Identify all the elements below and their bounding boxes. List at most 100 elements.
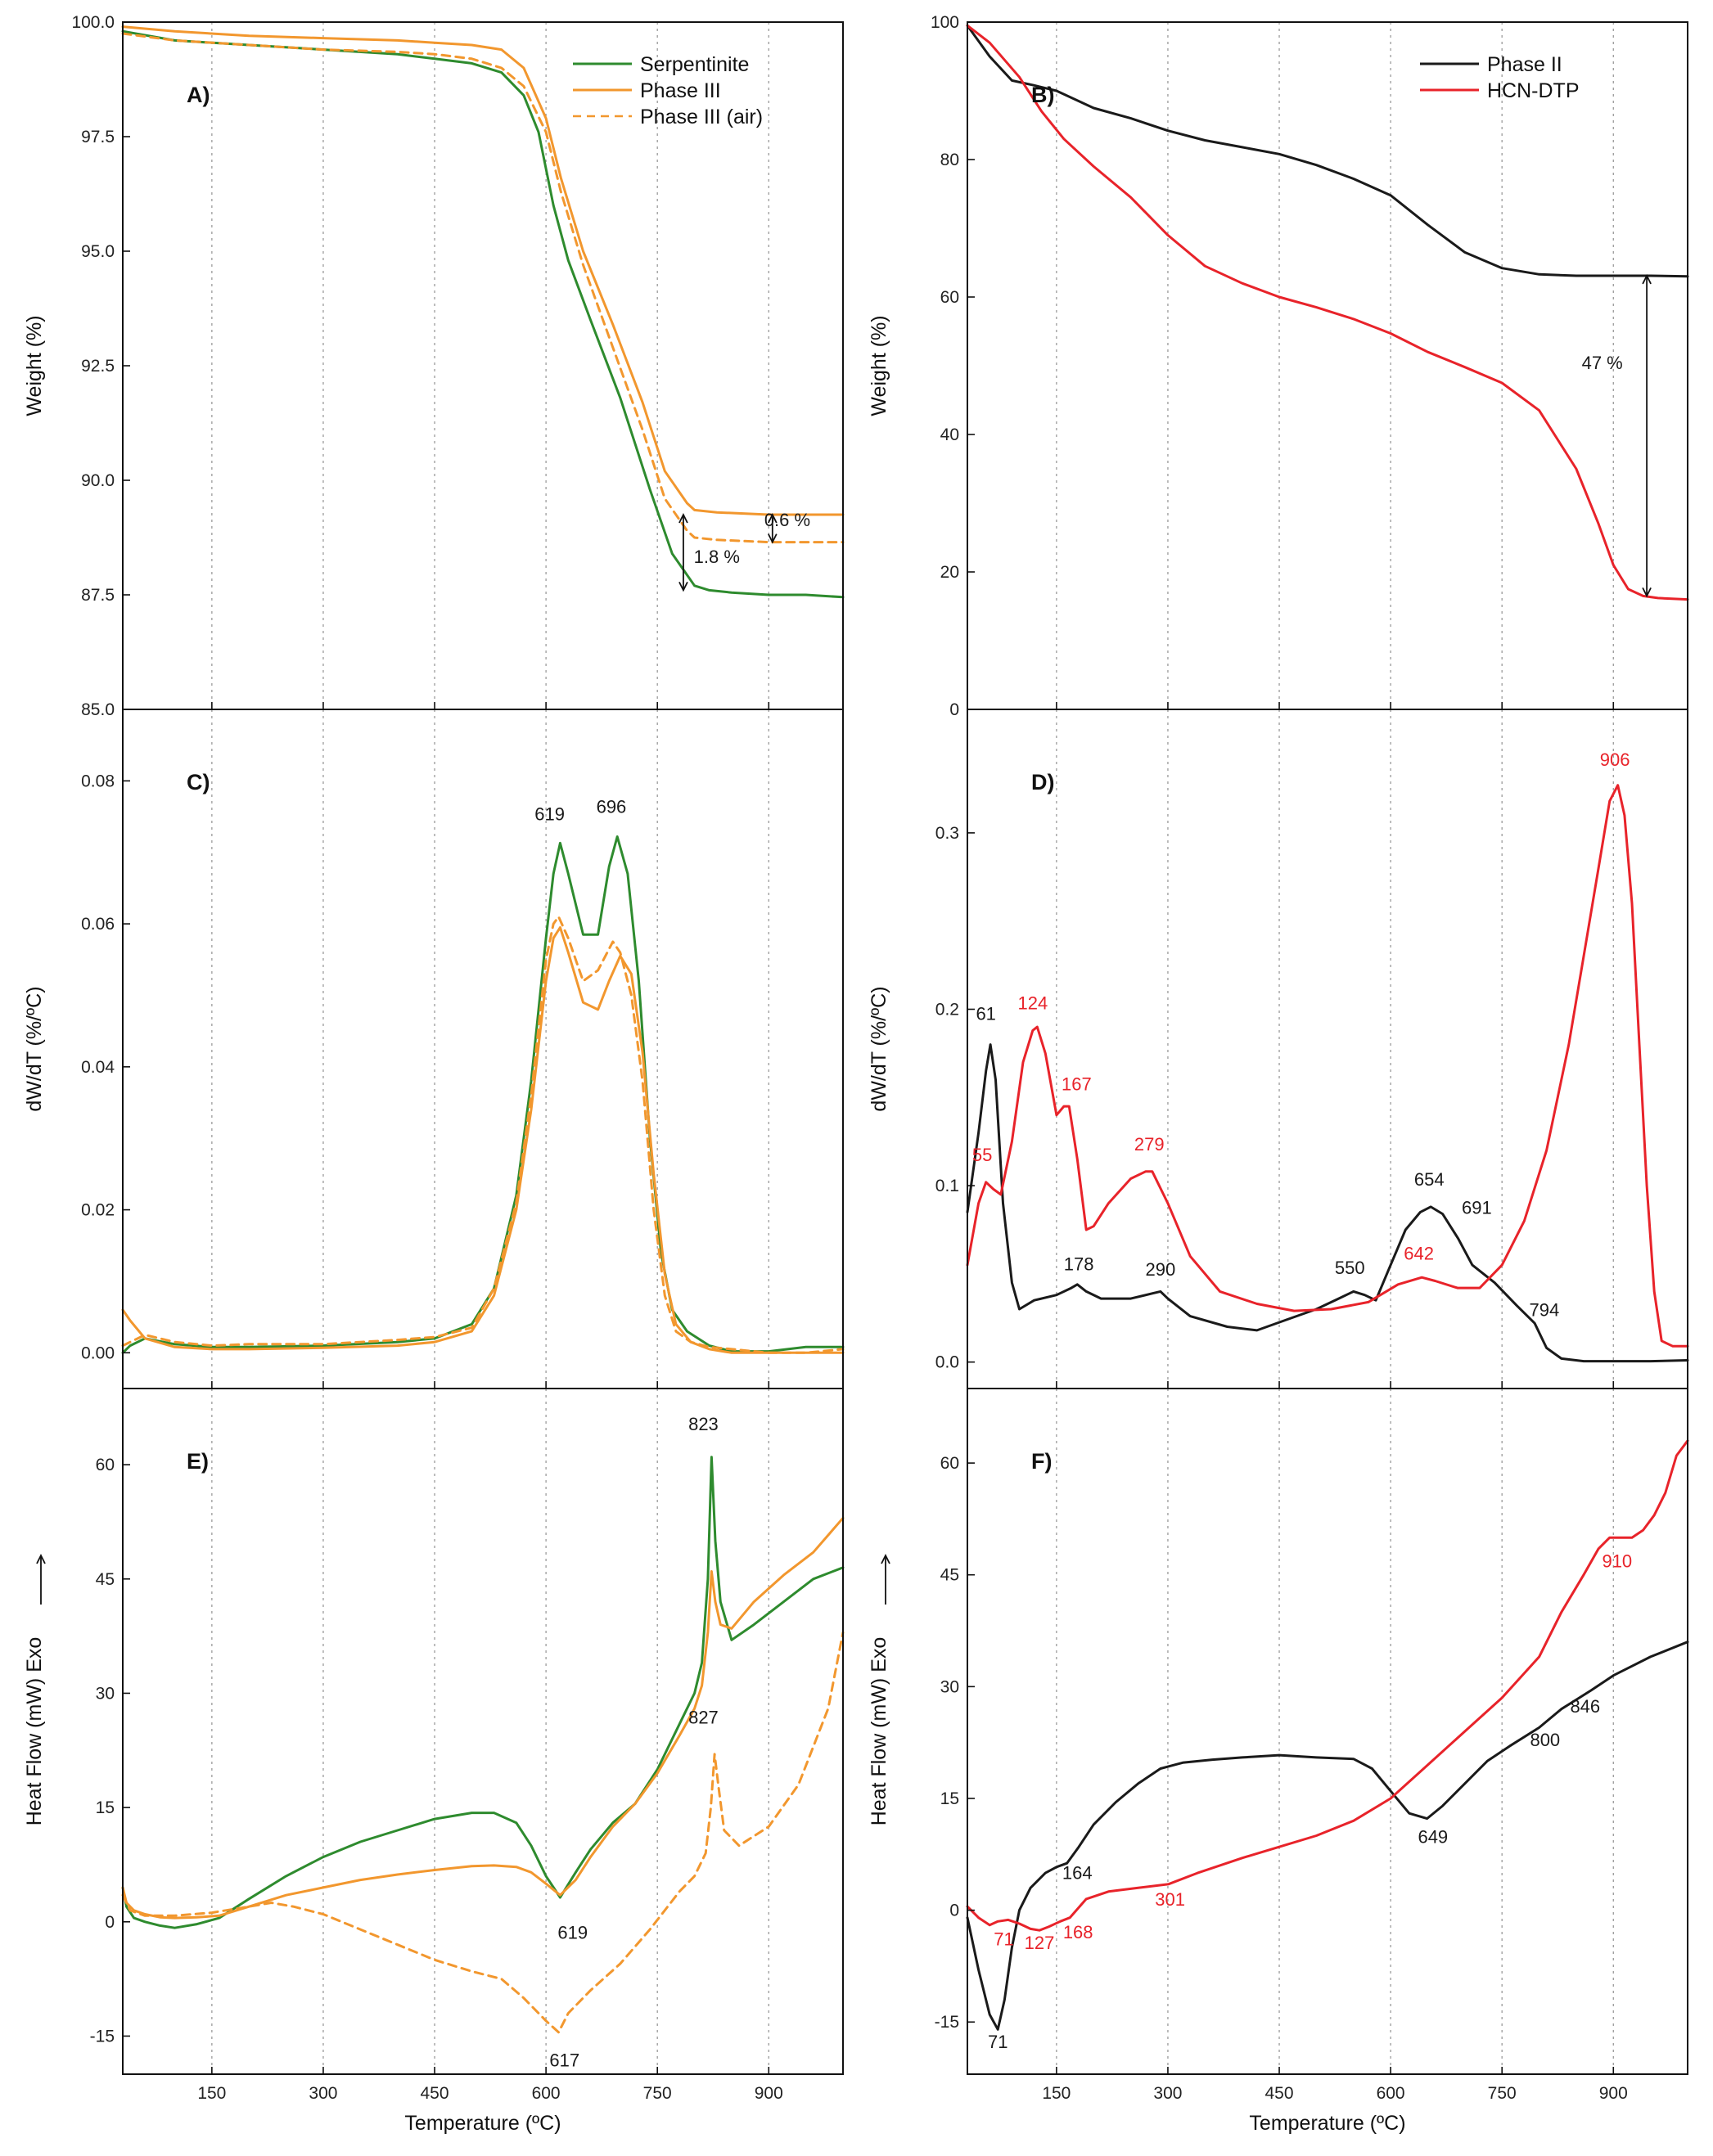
panel-e-x-tick-label: 450 <box>421 2084 449 2103</box>
panel-e-series-serpentinite <box>121 1456 845 1929</box>
panel-a-series-phase-iii <box>121 25 845 516</box>
panel-b-legend-label: HCN-DTP <box>1487 79 1580 102</box>
panel-f-series-phase-ii <box>966 1641 1689 2031</box>
panel-b-y-tick-label: 100 <box>931 13 959 32</box>
panel-a-peak-label: 0.6 % <box>764 510 810 530</box>
panel-f-y-tick-label: 60 <box>940 1454 959 1473</box>
panel-a-y-tick-label: 87.5 <box>81 586 115 605</box>
panel-f-peak-label: 127 <box>1025 1933 1055 1953</box>
panel-e-y-tick-label: -15 <box>90 2027 115 2046</box>
panel-b-y-tick-label: 40 <box>940 425 959 444</box>
panel-c-y-tick-label: 0.04 <box>81 1058 115 1077</box>
panel-b-label: B) <box>1031 83 1055 107</box>
panel-e-y-tick-label: 45 <box>96 1570 115 1589</box>
panel-f-peak-label: 168 <box>1063 1922 1093 1942</box>
panel-b-y-tick-label: 0 <box>949 700 959 719</box>
panel-d-series-phase-ii <box>966 1043 1689 1363</box>
panel-c-series-serpentinite <box>121 835 845 1354</box>
panel-f-peak-label: 846 <box>1570 1696 1600 1717</box>
panel-e-y-axis-title: Heat Flow (mW) Exo <box>23 1637 46 1826</box>
panel-b-series-hcn-dtp <box>966 24 1689 601</box>
panel-f-label: F) <box>1031 1449 1052 1474</box>
panel-f-peak-label: 649 <box>1418 1827 1448 1848</box>
panel-f-frame <box>967 1388 1688 2075</box>
panel-a-arrowhead-bottom <box>768 533 778 544</box>
panel-a-legend-label: Phase III <box>640 79 721 102</box>
panel-e-x-tick-label: 900 <box>755 2084 783 2103</box>
panel-b-y-tick-label: 80 <box>940 151 959 169</box>
panel-a-arrowhead-top <box>768 512 778 524</box>
panel-a-y-tick-label: 85.0 <box>81 700 115 719</box>
panel-a-y-tick-label: 100.0 <box>71 13 115 32</box>
panel-d-peak-label: 906 <box>1600 749 1630 770</box>
panel-a-y-tick-label: 95.0 <box>81 242 115 261</box>
panel-d-y-axis-title: dW/dT (%/ºC) <box>868 986 890 1111</box>
panel-b-arrowhead-bottom <box>1642 587 1652 598</box>
panel-d-peak-label: 178 <box>1064 1254 1094 1275</box>
panel-f-peak-label: 800 <box>1530 1730 1560 1750</box>
panel-b-y-tick-label: 60 <box>940 288 959 307</box>
panel-b-legend-label: Phase II <box>1487 53 1562 76</box>
panel-d-peak-label: 642 <box>1404 1244 1434 1264</box>
panel-d-peak-label: 654 <box>1414 1169 1445 1190</box>
panel-f-x-tick-label: 150 <box>1042 2084 1071 2103</box>
panel-a-arrowhead-top <box>678 512 688 524</box>
panel-f-x-tick-label: 300 <box>1153 2084 1182 2103</box>
panel-e-y-tick-label: 30 <box>96 1684 115 1703</box>
panel-d-peak-label: 167 <box>1062 1074 1092 1095</box>
panel-a-label: A) <box>187 83 210 107</box>
panel-d-peak-label: 794 <box>1530 1300 1560 1321</box>
panel-a-series-phase-iii-air <box>121 32 845 544</box>
panel-a-y-tick-label: 92.5 <box>81 357 115 376</box>
panel-e-x-tick-label: 300 <box>309 2084 337 2103</box>
panel-f-x-tick-label: 600 <box>1377 2084 1405 2103</box>
panel-a-legend-label: Serpentinite <box>640 53 749 76</box>
panel-b-y-tick-label: 20 <box>940 563 959 582</box>
panel-d-peak-label: 55 <box>972 1145 992 1165</box>
panel-e-y-tick-label: 60 <box>96 1456 115 1474</box>
panel-d-label: D) <box>1031 770 1055 794</box>
panel-e-peak-label: 827 <box>688 1708 719 1728</box>
panel-f-peak-label: 301 <box>1155 1889 1185 1910</box>
panel-c-y-tick-label: 0.08 <box>81 772 115 790</box>
panel-f-peak-label: 910 <box>1602 1551 1632 1572</box>
panel-f-y-tick-label: -15 <box>935 2013 959 2032</box>
panel-b-arrowhead-top <box>1642 273 1652 285</box>
panel-f-y-tick-label: 45 <box>940 1566 959 1585</box>
panel-c-y-axis-title: dW/dT (%/ºC) <box>23 986 46 1111</box>
panel-e-x-tick-label: 750 <box>643 2084 672 2103</box>
panel-e-peak-label: 619 <box>557 1922 588 1942</box>
panel-e-exo-arrowhead <box>36 1553 46 1564</box>
panel-e-x-axis-title: Temperature (ºC) <box>404 2112 561 2135</box>
panel-a-arrowhead-bottom <box>678 581 688 592</box>
panel-b-y-axis-title: Weight (%) <box>868 315 890 416</box>
panel-f-x-tick-label: 900 <box>1599 2084 1628 2103</box>
panel-f-peak-label: 71 <box>988 2032 1008 2052</box>
panel-d-y-tick-label: 0.0 <box>935 1353 959 1372</box>
panel-c-y-tick-label: 0.00 <box>81 1344 115 1362</box>
panel-a-peak-label: 1.8 % <box>694 547 740 567</box>
panel-c-series-phase-iii-air <box>121 915 845 1354</box>
panel-e-series-phase-iii-air <box>121 1631 845 2034</box>
panel-c-y-tick-label: 0.02 <box>81 1201 115 1220</box>
panel-d-y-tick-label: 0.3 <box>935 824 959 843</box>
panel-a-y-tick-label: 97.5 <box>81 128 115 146</box>
panel-b-series-phase-ii <box>966 24 1689 278</box>
panel-a-y-axis-title: Weight (%) <box>23 315 46 416</box>
panel-f-series-hcn-dtp <box>966 1439 1689 1932</box>
panel-e-x-tick-label: 150 <box>197 2084 226 2103</box>
panel-f-y-axis-title: Heat Flow (mW) Exo <box>868 1637 890 1826</box>
panel-d-peak-label: 124 <box>1017 992 1048 1013</box>
panel-e-x-tick-label: 600 <box>532 2084 561 2103</box>
panel-b-peak-label: 47 % <box>1582 353 1623 373</box>
panel-d-y-tick-label: 0.2 <box>935 1000 959 1019</box>
panel-e-frame <box>122 1388 844 2075</box>
panel-a-legend-label: Phase III (air) <box>640 106 763 128</box>
panel-e-peak-label: 823 <box>688 1414 719 1434</box>
panel-f-x-tick-label: 750 <box>1488 2084 1517 2103</box>
panel-e-y-tick-label: 15 <box>96 1798 115 1817</box>
panel-c-label: C) <box>187 770 210 794</box>
panel-c-y-tick-label: 0.06 <box>81 915 115 934</box>
panel-e-label: E) <box>187 1449 209 1474</box>
